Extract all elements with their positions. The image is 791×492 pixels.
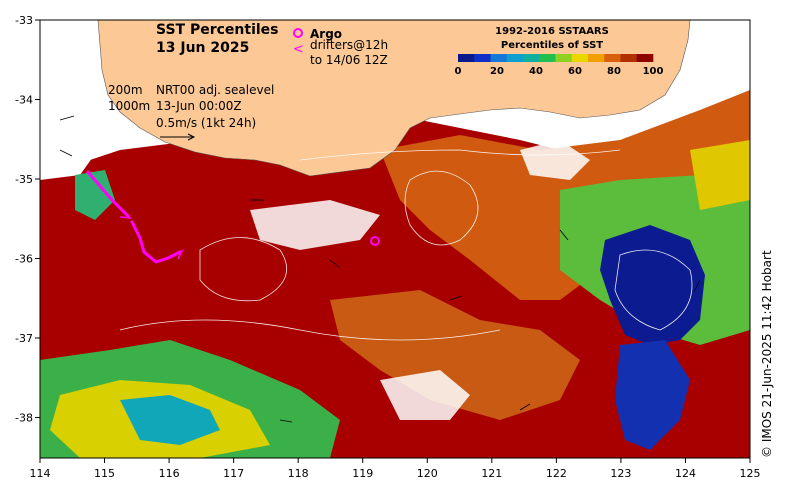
- x-axis: 114 115 116 117 118 119 120 121 122 123 124 125: [30, 458, 761, 480]
- x-tick-label: 116: [159, 467, 180, 480]
- contour-1000m-label: 1000m: [108, 99, 150, 113]
- colorbar-tick-label: 100: [643, 66, 664, 77]
- current-arrow: [559, 229, 569, 241]
- argo-legend-icon: [293, 28, 303, 38]
- drifters-legend-line2: to 14/06 12Z: [310, 53, 388, 67]
- contour-line-2: [299, 149, 621, 161]
- colorbar-tick-label: 20: [490, 66, 504, 77]
- y-tick-label: -36: [15, 253, 33, 266]
- sst-field-blue-eddy: [600, 225, 705, 345]
- drifter-arrowheads: [119, 209, 184, 260]
- drifters-legend-line1: drifters@12h: [310, 38, 388, 52]
- contour-eddy: [404, 170, 479, 246]
- argo-float-marker: [370, 236, 380, 246]
- colorbar-tick-label: 60: [568, 66, 582, 77]
- colorbar-tick-label: 0: [455, 66, 462, 77]
- datetime-label: 13-Jun 00:00Z: [156, 99, 242, 113]
- colorbar-title-line2: Percentiles of SST: [501, 40, 603, 51]
- imos-credit: © IMOS 21-Jun-2025 11:42 Hobart: [760, 250, 774, 458]
- product-label: NRT00 adj. sealevel: [156, 83, 274, 97]
- x-tick-label: 122: [546, 467, 567, 480]
- argo-legend-label: Argo: [310, 27, 342, 41]
- colorbar-swatch: [571, 54, 589, 62]
- sst-field-central-white: [250, 200, 380, 250]
- sealevel-contours: [119, 149, 693, 341]
- sst-field-ne-white: [520, 140, 590, 180]
- map-title-line1: SST Percentiles: [156, 22, 279, 38]
- drifter-tracks: [86, 170, 182, 264]
- colorbar-ticks: 0 20 40 60 80 100: [455, 66, 664, 77]
- map-title-line2: 13 Jun 2025: [156, 40, 249, 56]
- y-tick-label: -33: [15, 14, 33, 27]
- colorbar-title-line1: 1992-2016 SSTAARS: [495, 26, 609, 37]
- y-tick-label: -38: [15, 412, 33, 425]
- vector-scale-arrow: [160, 133, 196, 141]
- x-tick-label: 114: [30, 467, 51, 480]
- drifter-arrowhead: [173, 248, 184, 260]
- contour-west-eddy: [199, 237, 288, 302]
- x-tick-label: 115: [94, 467, 115, 480]
- map-field: [40, 20, 750, 458]
- y-axis: -33 -34 -35 -36 -37 -38: [15, 14, 40, 425]
- y-tick-label: -35: [15, 173, 33, 186]
- sst-field-sw-cyan: [120, 395, 220, 445]
- contour-line-1: [119, 319, 501, 341]
- current-arrow: [693, 279, 701, 293]
- colorbar-swatch: [555, 54, 573, 62]
- sst-field-orange-mid: [330, 290, 580, 420]
- x-tick-label: 118: [288, 467, 309, 480]
- colorbar-swatch: [474, 54, 491, 62]
- y-tick-label: -37: [15, 332, 33, 345]
- sst-field-yellow-east: [690, 140, 750, 210]
- current-arrow: [329, 259, 341, 269]
- x-tick-label: 123: [610, 467, 631, 480]
- x-tick-label: 124: [675, 467, 696, 480]
- sst-field-south-white: [380, 370, 470, 420]
- x-tick-label: 121: [481, 467, 502, 480]
- colorbar-swatch: [636, 54, 654, 62]
- vector-scale-label: 0.5m/s (1kt 24h): [156, 116, 256, 130]
- drifter-track: [86, 170, 130, 218]
- colorbar-tick-label: 80: [607, 66, 621, 77]
- colorbar-swatch: [490, 54, 508, 62]
- drifter-track: [130, 220, 182, 264]
- colorbar-swatch: [588, 54, 605, 62]
- current-arrow: [449, 295, 463, 301]
- drifter-legend-icon: <: [293, 42, 304, 57]
- current-arrow: [59, 115, 75, 121]
- colorbar-swatches: [458, 54, 654, 62]
- x-tick-label: 120: [417, 467, 438, 480]
- x-tick-label: 117: [223, 467, 244, 480]
- sst-field-west-cool: [75, 170, 115, 220]
- contour-cold-eddy: [614, 249, 693, 331]
- colorbar-swatch: [523, 54, 540, 62]
- current-vectors: [59, 115, 701, 423]
- plot-frame: [39, 19, 751, 459]
- contour-200m-label: 200m: [108, 83, 143, 97]
- colorbar-swatch: [604, 54, 621, 62]
- drifter-arrowhead: [119, 209, 133, 219]
- colorbar-swatch: [506, 54, 524, 62]
- sst-field-blue-south: [615, 340, 690, 450]
- sst-field-west-white: [40, 100, 105, 180]
- x-tick-label: 119: [352, 467, 373, 480]
- colorbar-swatch: [458, 54, 475, 62]
- current-arrow: [519, 403, 531, 411]
- current-arrow: [279, 419, 293, 423]
- x-tick-label: 125: [740, 467, 761, 480]
- colorbar-swatch: [539, 54, 556, 62]
- current-arrow: [59, 149, 73, 157]
- colorbar-swatch: [620, 54, 638, 62]
- y-tick-label: -34: [15, 94, 33, 107]
- colorbar-tick-label: 40: [529, 66, 543, 77]
